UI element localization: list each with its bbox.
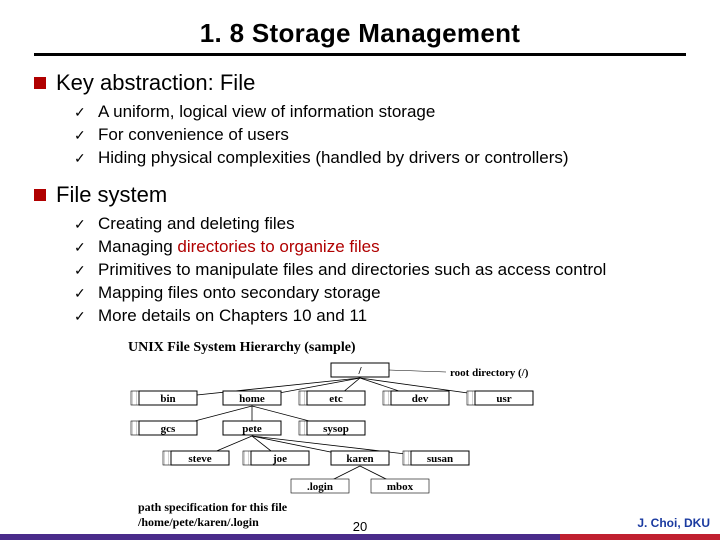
check-icon: ✓	[74, 308, 90, 325]
footer-bar-segment	[0, 534, 560, 540]
sub-item: ✓ Hiding physical complexities (handled b…	[74, 148, 686, 168]
check-icon: ✓	[74, 104, 90, 121]
check-icon: ✓	[74, 239, 90, 256]
svg-text:steve: steve	[188, 453, 211, 465]
svg-text:gcs: gcs	[161, 423, 176, 435]
figure-container: UNIX File System Hierarchy (sample) /roo…	[34, 340, 686, 530]
check-icon: ✓	[74, 150, 90, 167]
svg-text:.login: .login	[307, 481, 333, 493]
sub-text: Creating and deleting files	[98, 214, 295, 234]
svg-text:pete: pete	[242, 423, 262, 435]
slide-body: Key abstraction: File ✓ A uniform, logical…	[34, 70, 686, 326]
svg-text:etc: etc	[329, 393, 343, 405]
tree-diagram: /root directory (/)binhomeetcdevusrgcspe…	[120, 358, 600, 498]
sub-text: Primitives to manipulate files and direc…	[98, 260, 606, 280]
check-icon: ✓	[74, 216, 90, 233]
svg-text:karen: karen	[346, 453, 373, 465]
check-icon: ✓	[74, 262, 90, 279]
slide-title: 1. 8 Storage Management	[34, 18, 686, 49]
svg-text:joe: joe	[272, 453, 287, 465]
sub-text: Mapping files onto secondary storage	[98, 283, 381, 303]
square-bullet-icon	[34, 189, 46, 201]
svg-text:susan: susan	[427, 453, 453, 465]
footer-bar	[0, 534, 720, 540]
svg-text:bin: bin	[160, 393, 175, 405]
bullet-item: Key abstraction: File	[34, 70, 686, 96]
check-icon: ✓	[74, 127, 90, 144]
diagram: UNIX File System Hierarchy (sample) /roo…	[120, 340, 600, 530]
page-number: 20	[0, 519, 720, 534]
svg-text:mbox: mbox	[387, 481, 414, 493]
title-rule	[34, 53, 686, 56]
sub-text: Managing directories to organize files	[98, 237, 380, 257]
author-credit: J. Choi, DKU	[637, 516, 710, 530]
footer-bar-segment	[560, 534, 720, 540]
sub-item: ✓ Mapping files onto secondary storage	[74, 283, 686, 303]
svg-text:dev: dev	[412, 393, 429, 405]
bullet-item: File system	[34, 182, 686, 208]
bullet-text: File system	[56, 182, 167, 208]
sub-item: ✓ Managing directories to organize files	[74, 237, 686, 257]
sub-item: ✓ For convenience of users	[74, 125, 686, 145]
square-bullet-icon	[34, 77, 46, 89]
bullet-text: Key abstraction: File	[56, 70, 255, 96]
svg-text:home: home	[239, 393, 265, 405]
footer: 20 J. Choi, DKU	[0, 516, 720, 540]
check-icon: ✓	[74, 285, 90, 302]
slide: 1. 8 Storage Management Key abstraction:…	[0, 0, 720, 540]
sub-item: ✓ A uniform, logical view of information …	[74, 102, 686, 122]
sub-item: ✓ More details on Chapters 10 and 11	[74, 306, 686, 326]
svg-text:sysop: sysop	[323, 423, 349, 435]
svg-text:root directory (/): root directory (/)	[450, 367, 529, 379]
sub-item: ✓ Creating and deleting files	[74, 214, 686, 234]
sub-text: More details on Chapters 10 and 11	[98, 306, 367, 326]
sub-text: Hiding physical complexities (handled by…	[98, 148, 569, 168]
svg-text:usr: usr	[496, 393, 511, 405]
sub-item: ✓ Primitives to manipulate files and dire…	[74, 260, 686, 280]
sub-list: ✓ Creating and deleting files ✓ Managing di…	[74, 214, 686, 326]
diagram-title: UNIX File System Hierarchy (sample)	[120, 340, 600, 356]
sub-text: A uniform, logical view of information s…	[98, 102, 435, 122]
sub-list: ✓ A uniform, logical view of information …	[74, 102, 686, 168]
sub-text: For convenience of users	[98, 125, 289, 145]
